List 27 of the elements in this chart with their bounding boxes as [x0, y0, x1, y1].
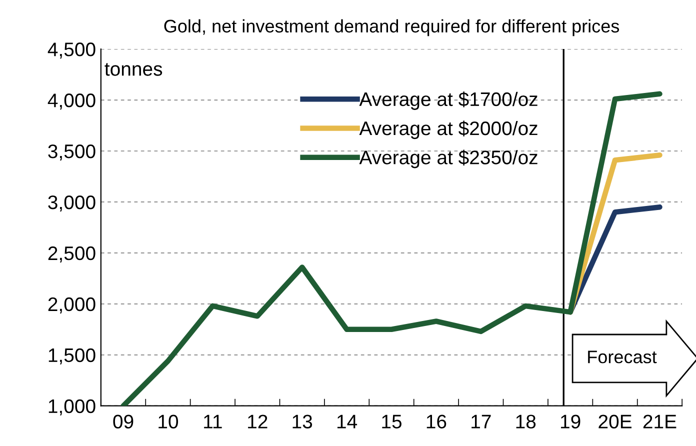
y-tick-label: 2,500	[48, 246, 96, 262]
legend-label: Average at $2000/oz	[359, 120, 538, 140]
x-tick-label: 11	[204, 414, 222, 428]
y-tick-label: 2,000	[48, 297, 96, 314]
y-tick-label: 1,000	[48, 399, 96, 416]
x-tick-label: 14	[337, 414, 358, 428]
y-tick-label: 1,500	[48, 348, 96, 364]
x-tick-label: 13	[292, 414, 312, 428]
x-tick-label: 20E	[598, 414, 632, 428]
y-tick-label: 3,500	[48, 144, 96, 161]
legend-label: Average at $2350/oz	[359, 150, 538, 168]
x-tick-label: 16	[426, 414, 446, 428]
y-tick-label: 4,000	[48, 94, 96, 110]
x-tick-label: 12	[248, 414, 268, 428]
annotation: Forecast	[588, 350, 657, 364]
chart-title: Gold, net investment demand required for different prices	[164, 19, 620, 36]
x-tick-label: 15	[382, 414, 402, 428]
legend-label: Average at $1700/oz	[359, 92, 538, 110]
x-tick-label: 19	[560, 414, 580, 428]
y-tick-label: 4,500	[48, 42, 96, 59]
x-tick-label: 09	[113, 414, 134, 428]
y-axis-title: tonnes	[104, 63, 162, 76]
x-tick-label: 10	[158, 414, 178, 428]
x-tick-label: 17	[472, 414, 491, 428]
y-tick-label: 3,000	[48, 195, 96, 212]
x-tick-label: 18	[516, 414, 536, 428]
x-tick-label: 21E	[643, 414, 676, 428]
